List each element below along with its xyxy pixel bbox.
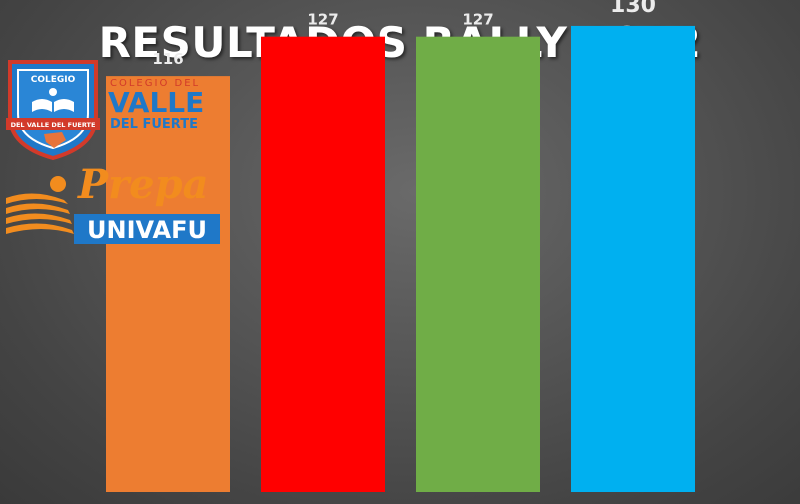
univafu-box xyxy=(74,214,220,244)
ribbon-text: DEL VALLE DEL FUERTE xyxy=(11,121,96,129)
school-name-line3: DEL FUERTE xyxy=(110,117,198,132)
school-name-line1: COLEGIO DEL xyxy=(110,78,200,89)
runner-book-icon xyxy=(6,176,74,234)
bar-2 xyxy=(261,36,385,492)
school-name-line2: VALLE xyxy=(108,86,204,119)
bar-value-label-1: 116 xyxy=(152,50,183,68)
bar-value-label-2: 127 xyxy=(307,11,338,29)
shield-text: COLEGIO xyxy=(31,75,76,85)
bar-value-label-3: 127 xyxy=(462,11,493,29)
prepa-script-text: Prepa xyxy=(77,161,209,208)
univafu-text: UNIVAFU xyxy=(87,216,207,244)
shield-map-shape xyxy=(44,132,66,148)
prepa-logo: Prepa UNIVAFU xyxy=(6,161,220,244)
bar-3 xyxy=(416,36,540,492)
bar-1 xyxy=(106,76,230,492)
book-icon xyxy=(32,88,74,112)
bar-value-label-4: 130 xyxy=(610,0,656,18)
bar-4 xyxy=(571,25,695,492)
school-logo: COLEGIO DEL VALLE DEL FUERTE COLEGIO DEL… xyxy=(6,60,204,161)
shield-ribbon xyxy=(6,118,100,130)
